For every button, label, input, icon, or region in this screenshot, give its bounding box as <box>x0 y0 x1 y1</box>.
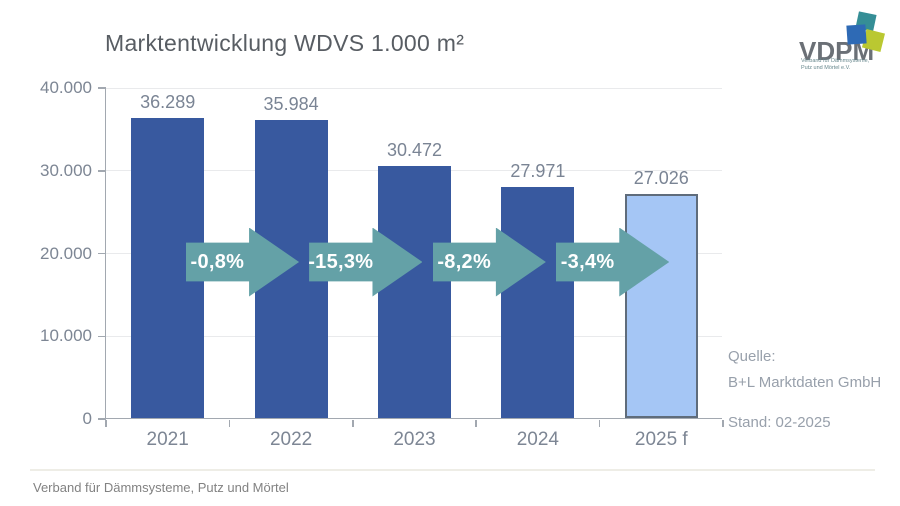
x-axis-tick <box>228 420 231 427</box>
bar-value-label: 36.289 <box>140 91 196 112</box>
y-axis-label: 40.000 <box>40 78 92 97</box>
bar-chart-plot-area: 0 10.000 20.000 30.000 40.000 36.289 2021 35.98… <box>40 78 724 450</box>
bar-value-label: 35.984 <box>263 94 319 115</box>
y-axis-tick <box>98 418 106 420</box>
vdpm-logo: VDPM Verband für Dämmsysteme, Putz und M… <box>795 8 895 73</box>
bar-value-label: 27.026 <box>633 168 689 189</box>
change-arrow-label: -8,2% <box>437 250 492 273</box>
y-axis-label: 0 <box>82 409 92 428</box>
logo-square-blue-icon <box>846 24 867 45</box>
gridline <box>106 87 722 89</box>
bar-2024 <box>501 186 575 418</box>
y-axis-label: 10.000 <box>40 326 92 346</box>
x-axis-label: 2022 <box>269 429 313 450</box>
bar-2025 f <box>624 194 698 418</box>
x-axis-label: 2021 <box>146 429 189 450</box>
x-axis-tick <box>352 420 354 427</box>
bar-value-label: 27.971 <box>510 160 566 181</box>
source-date: Stand: 02-2025 <box>728 414 831 431</box>
change-arrow-label: -3,4% <box>560 250 615 273</box>
y-axis-tick <box>98 252 106 255</box>
y-axis-tick <box>98 335 106 337</box>
source-company: B+L Marktdaten GmbH <box>728 374 882 391</box>
footer-divider <box>30 469 875 471</box>
source-label: Quelle: <box>728 348 776 365</box>
x-axis-label: 2023 <box>393 429 436 450</box>
bar-value-label: 30.472 <box>386 139 443 160</box>
chart-title: Marktentwicklung WDVS 1.000 m² <box>105 30 465 56</box>
logo-tagline-line1: Verband für Dämmsysteme, <box>801 58 870 64</box>
change-arrow-label: -0,8% <box>190 250 245 273</box>
x-axis-tick <box>598 420 601 427</box>
x-axis-label: 2025 f <box>634 429 688 450</box>
source-note: Quelle: B+L Marktdaten GmbH Stand: 02-20… <box>728 344 881 436</box>
y-axis-tick <box>98 87 106 89</box>
x-axis-tick <box>475 420 477 427</box>
change-arrow-label: -15,3% <box>308 250 374 273</box>
x-axis-tick <box>722 420 724 427</box>
y-axis-tick <box>98 170 106 172</box>
y-axis-label: 30.000 <box>40 160 92 180</box>
logo-tagline-line2: Putz und Mörtel e.V. <box>801 65 851 72</box>
bar-2023 <box>378 165 451 418</box>
x-axis-label: 2024 <box>516 429 560 450</box>
y-axis-label: 20.000 <box>40 243 92 263</box>
footer-text: Verband für Dämmsysteme, Putz und Mörtel <box>33 480 289 495</box>
x-axis-tick <box>105 420 107 427</box>
logo-tagline: Verband für Dämmsysteme, Putz und Mörtel… <box>801 58 869 73</box>
